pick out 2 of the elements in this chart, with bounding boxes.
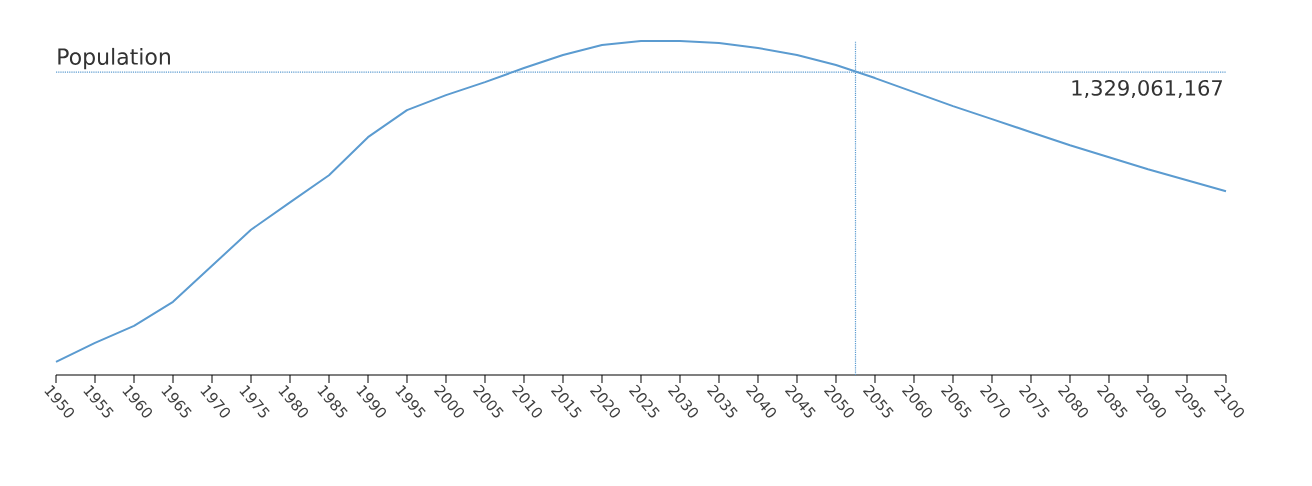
y-axis-title: Population	[58, 47, 170, 70]
annotation: 1,329,061,167	[1072, 79, 1222, 98]
